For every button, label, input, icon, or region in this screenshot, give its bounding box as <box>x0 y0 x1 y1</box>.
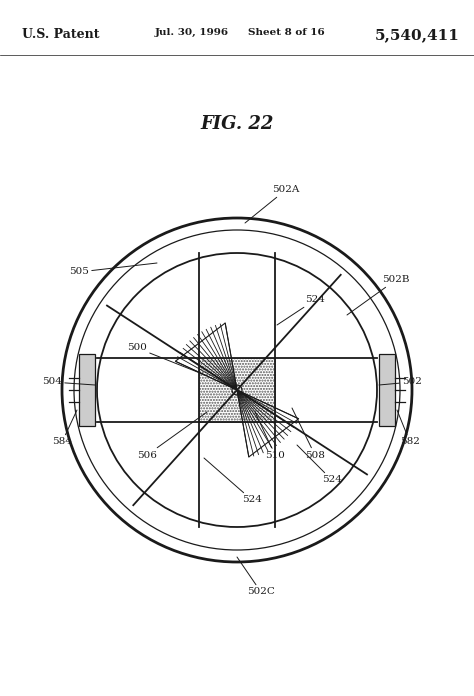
Text: 5,540,411: 5,540,411 <box>375 28 460 42</box>
Text: 506: 506 <box>137 412 207 459</box>
Text: 582: 582 <box>397 410 420 447</box>
Text: 500: 500 <box>127 344 205 375</box>
Text: 502A: 502A <box>245 186 300 223</box>
Text: Jul. 30, 1996: Jul. 30, 1996 <box>155 28 229 37</box>
Text: 502B: 502B <box>347 276 410 315</box>
Text: 502: 502 <box>379 377 422 386</box>
Text: 584: 584 <box>52 410 77 447</box>
Text: 508: 508 <box>292 408 325 459</box>
Text: FIG. 22: FIG. 22 <box>201 115 273 133</box>
Bar <box>199 358 275 422</box>
Text: 510: 510 <box>255 412 285 459</box>
Text: 505: 505 <box>69 263 157 276</box>
Text: 524: 524 <box>277 296 325 325</box>
Bar <box>79 354 95 426</box>
Text: 524: 524 <box>204 458 262 505</box>
Text: 524: 524 <box>297 445 342 484</box>
Text: Sheet 8 of 16: Sheet 8 of 16 <box>248 28 325 37</box>
Text: 504: 504 <box>42 377 95 386</box>
Text: 502C: 502C <box>237 557 275 596</box>
Text: U.S. Patent: U.S. Patent <box>22 28 100 41</box>
Bar <box>379 354 395 426</box>
